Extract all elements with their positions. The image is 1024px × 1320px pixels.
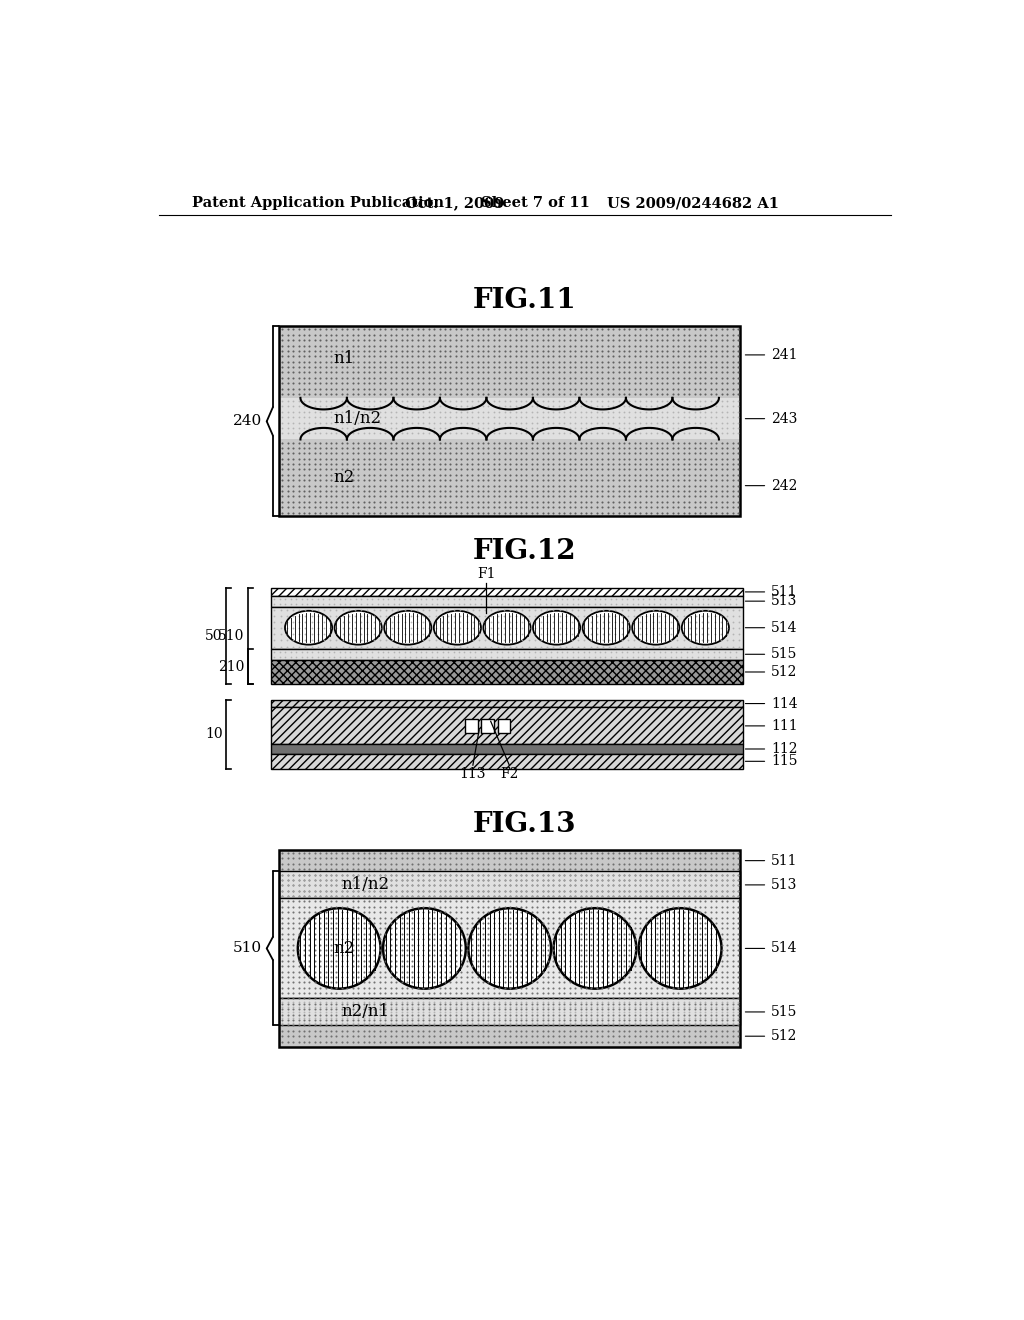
Ellipse shape	[384, 611, 431, 644]
Bar	[271, 708, 742, 744]
Text: 513: 513	[771, 878, 798, 892]
Text: 513: 513	[771, 594, 798, 609]
Ellipse shape	[434, 611, 481, 644]
Text: n2: n2	[334, 940, 354, 957]
Bar	[271, 649, 742, 660]
Text: 241: 241	[771, 348, 798, 362]
Bar	[271, 589, 742, 595]
Text: FIG.11: FIG.11	[473, 288, 577, 314]
Text: 242: 242	[771, 479, 798, 492]
Bar	[280, 326, 740, 397]
Text: 511: 511	[771, 854, 798, 867]
Text: 511: 511	[771, 585, 798, 599]
Ellipse shape	[583, 611, 630, 644]
Ellipse shape	[639, 908, 722, 989]
Bar	[465, 719, 477, 733]
Bar	[280, 397, 740, 440]
Text: 240: 240	[232, 414, 262, 429]
Text: n1/n2: n1/n2	[341, 876, 389, 894]
Bar	[271, 700, 742, 708]
Text: 515: 515	[771, 647, 798, 661]
Bar	[271, 595, 742, 607]
Bar	[280, 326, 740, 516]
Text: n2/n1: n2/n1	[341, 1003, 389, 1020]
Text: US 2009/0244682 A1: US 2009/0244682 A1	[607, 197, 779, 210]
Ellipse shape	[534, 611, 581, 644]
Text: 514: 514	[771, 620, 798, 635]
Bar	[280, 998, 740, 1026]
Ellipse shape	[483, 611, 530, 644]
Ellipse shape	[383, 908, 466, 989]
Text: 510: 510	[218, 630, 245, 643]
Bar	[271, 649, 742, 660]
Bar	[271, 754, 742, 770]
Bar	[280, 850, 740, 1047]
Bar	[280, 871, 740, 899]
Ellipse shape	[682, 611, 729, 644]
Text: FIG.13: FIG.13	[473, 810, 577, 838]
Bar	[498, 719, 510, 733]
Text: 243: 243	[771, 412, 798, 425]
Text: Patent Application Publication: Patent Application Publication	[191, 197, 443, 210]
Bar	[271, 607, 742, 649]
Text: Oct. 1, 2009: Oct. 1, 2009	[406, 197, 505, 210]
Ellipse shape	[468, 908, 551, 989]
Text: Sheet 7 of 11: Sheet 7 of 11	[481, 197, 590, 210]
Bar	[280, 850, 740, 1047]
Text: 111: 111	[771, 719, 798, 733]
Text: 210: 210	[218, 660, 245, 673]
Bar	[280, 899, 740, 998]
Text: 512: 512	[771, 1030, 798, 1043]
Text: 512: 512	[771, 665, 798, 678]
Ellipse shape	[298, 908, 381, 989]
Text: 114: 114	[771, 697, 798, 710]
Bar	[271, 660, 742, 684]
Text: 113: 113	[460, 767, 486, 781]
Bar	[481, 719, 494, 733]
Bar	[280, 871, 740, 899]
Bar	[280, 440, 740, 516]
Text: n1/n2: n1/n2	[334, 411, 382, 428]
Bar	[280, 326, 740, 516]
Ellipse shape	[285, 611, 332, 644]
Bar	[271, 607, 742, 649]
Bar	[271, 744, 742, 754]
Text: F1: F1	[477, 568, 496, 581]
Text: 50: 50	[205, 630, 222, 643]
Text: 510: 510	[232, 941, 262, 956]
Text: n2: n2	[334, 470, 354, 487]
Text: 515: 515	[771, 1005, 798, 1019]
Bar	[280, 899, 740, 998]
Bar	[280, 998, 740, 1026]
Ellipse shape	[554, 908, 636, 989]
Text: 115: 115	[771, 754, 798, 768]
Text: 514: 514	[771, 941, 798, 956]
Text: 10: 10	[205, 727, 222, 742]
Text: FIG.12: FIG.12	[473, 537, 577, 565]
Bar	[271, 595, 742, 607]
Text: n1: n1	[334, 350, 354, 367]
Text: 112: 112	[771, 742, 798, 756]
Ellipse shape	[335, 611, 382, 644]
Ellipse shape	[632, 611, 679, 644]
Text: F2: F2	[500, 767, 518, 781]
